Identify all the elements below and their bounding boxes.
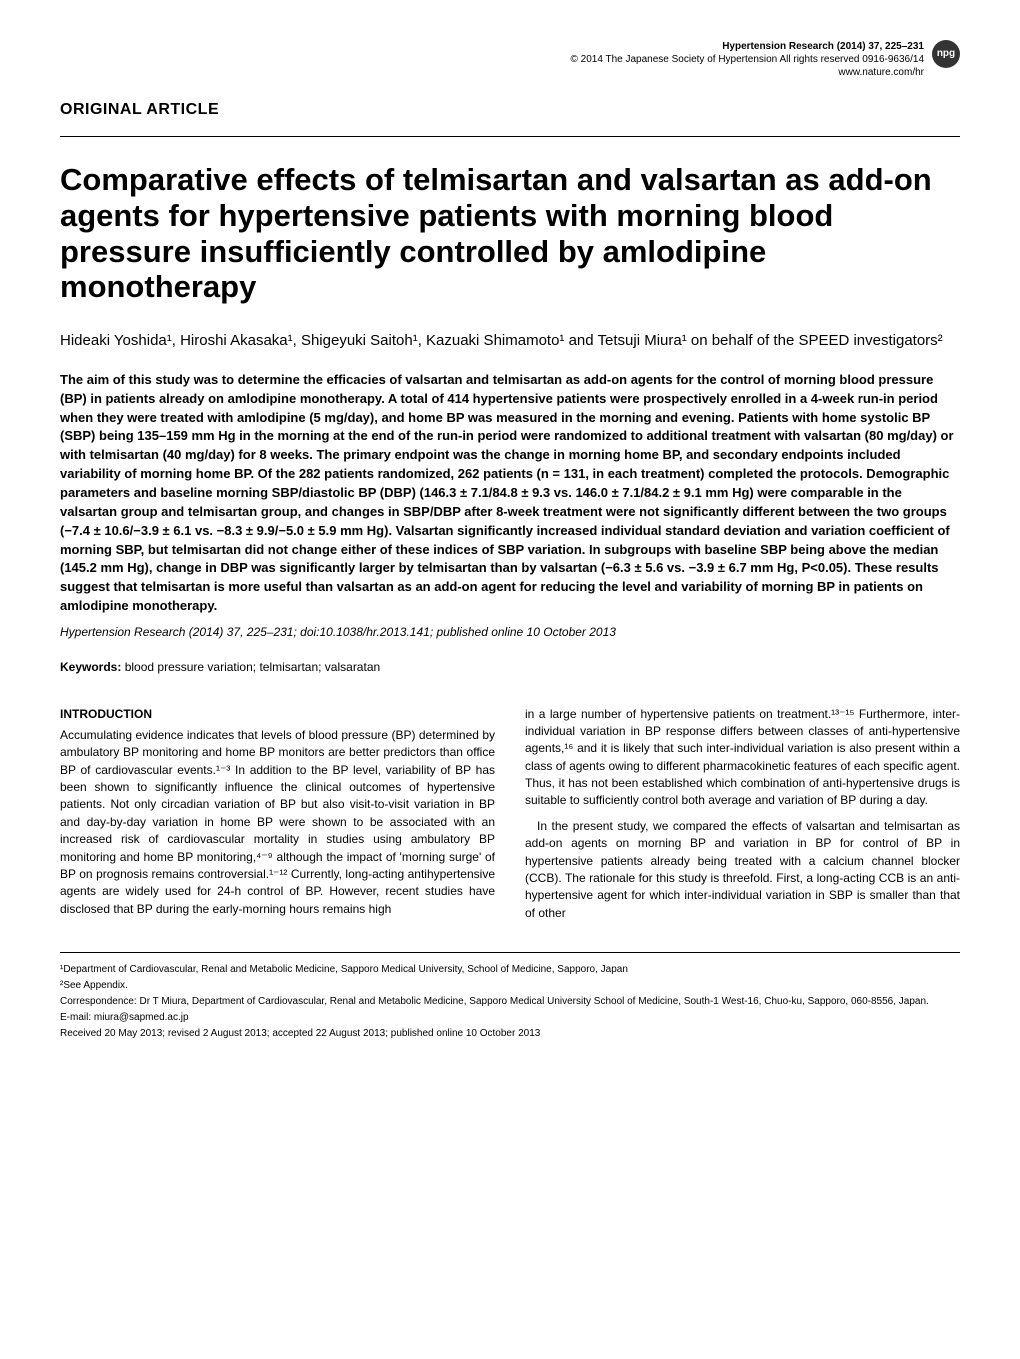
correspondence-note: Correspondence: Dr T Miura, Department o… xyxy=(60,995,960,1009)
article-title: Comparative effects of telmisartan and v… xyxy=(60,162,960,305)
copyright-line: © 2014 The Japanese Society of Hypertens… xyxy=(570,53,924,66)
npg-badge-icon: npg xyxy=(932,40,960,68)
header-row: Hypertension Research (2014) 37, 225–231… xyxy=(60,40,960,79)
keywords-line: Keywords: blood pressure variation; telm… xyxy=(60,659,960,676)
article-type: ORIGINAL ARTICLE xyxy=(60,99,960,121)
introduction-columns: INTRODUCTION Accumulating evidence indic… xyxy=(60,706,960,923)
journal-citation: Hypertension Research (2014) 37, 225–231 xyxy=(570,40,924,53)
affiliation-note: ¹Department of Cardiovascular, Renal and… xyxy=(60,963,960,977)
introduction-col-left: INTRODUCTION Accumulating evidence indic… xyxy=(60,706,495,923)
authors-line: Hideaki Yoshida¹, Hiroshi Akasaka¹, Shig… xyxy=(60,330,960,351)
footnotes: ¹Department of Cardiovascular, Renal and… xyxy=(60,963,960,1041)
introduction-para-right-1: in a large number of hypertensive patien… xyxy=(525,706,960,810)
email-note: E-mail: miura@sapmed.ac.jp xyxy=(60,1011,960,1025)
introduction-para-left: Accumulating evidence indicates that lev… xyxy=(60,728,495,916)
keywords-value: blood pressure variation; telmisartan; v… xyxy=(125,660,380,674)
journal-url: www.nature.com/hr xyxy=(570,66,924,79)
introduction-para-right-2: In the present study, we compared the ef… xyxy=(525,818,960,922)
abstract-text: The aim of this study was to determine t… xyxy=(60,371,960,616)
received-note: Received 20 May 2013; revised 2 August 2… xyxy=(60,1027,960,1041)
appendix-note: ²See Appendix. xyxy=(60,979,960,993)
journal-info: Hypertension Research (2014) 37, 225–231… xyxy=(570,40,924,79)
citation-line: Hypertension Research (2014) 37, 225–231… xyxy=(60,624,960,641)
introduction-col-right: in a large number of hypertensive patien… xyxy=(525,706,960,923)
keywords-label: Keywords: xyxy=(60,660,121,674)
title-divider xyxy=(60,136,960,137)
introduction-heading: INTRODUCTION xyxy=(60,706,495,723)
footer-divider xyxy=(60,952,960,953)
